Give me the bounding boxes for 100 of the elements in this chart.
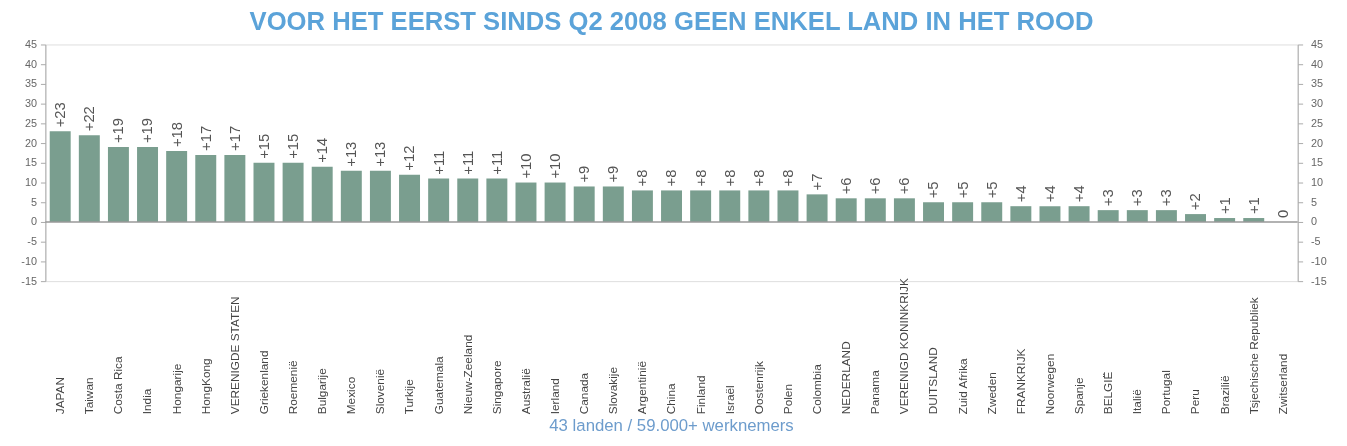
x-tick-label: Polen (780, 383, 795, 415)
x-tick-label: Oostenrijk (751, 360, 766, 415)
bar (369, 170, 391, 222)
data-label: +14 (314, 137, 331, 163)
bar (1126, 210, 1148, 222)
x-tick-label: Mexico (344, 376, 359, 415)
data-label: +3 (1129, 189, 1146, 207)
x-tick-label: Panama (868, 369, 883, 415)
x-tick-label: Australië (518, 367, 533, 415)
bar (107, 147, 129, 222)
x-tick-label: Costa Rica (111, 355, 126, 415)
bar (1039, 206, 1061, 222)
x-tick-label: BELGIË (1101, 371, 1116, 415)
data-label: 0 (1274, 209, 1291, 219)
y2-tick-label: -15 (1311, 274, 1327, 287)
data-label: +15 (255, 133, 272, 159)
x-tick-label: Slovenië (373, 368, 388, 415)
x-tick-label: Colombia (810, 363, 825, 415)
bar (573, 186, 595, 222)
bar (981, 202, 1003, 222)
x-tick-label: Brazilië (1217, 375, 1232, 415)
y2-tick-label: 15 (1311, 156, 1324, 169)
bar (49, 131, 71, 222)
y-tick-label: -15 (21, 274, 37, 287)
data-label: +8 (663, 169, 680, 187)
x-tick-label: Zweden (984, 372, 999, 415)
bar (893, 198, 915, 222)
data-label: +6 (896, 177, 913, 195)
x-tick-label: Argentinië (635, 360, 650, 415)
x-tick-label: Portugal (1159, 370, 1174, 415)
y2-tick-label: 0 (1311, 215, 1318, 228)
y-tick-label: 20 (24, 136, 37, 149)
data-label: +11 (430, 150, 447, 175)
data-label: +5 (925, 181, 942, 199)
x-tick-label: Turkije (402, 378, 417, 415)
y-tick-label: 45 (24, 37, 37, 50)
bar (1097, 210, 1119, 222)
data-label: +9 (605, 165, 622, 183)
data-label: +18 (168, 121, 185, 148)
bar (1068, 206, 1090, 222)
x-tick-label: Hongarije (169, 363, 184, 415)
x-tick-label: Canada (577, 372, 592, 415)
bar (690, 190, 712, 222)
data-label: +22 (81, 106, 98, 132)
data-label: +10 (517, 153, 534, 179)
x-tick-label: Israël (722, 385, 737, 415)
x-tick-label: JAPAN (53, 377, 68, 415)
x-tick-label: Spanje (1072, 377, 1087, 415)
y2-tick-label: 20 (1311, 136, 1324, 149)
bar (399, 174, 421, 222)
bar (748, 190, 770, 222)
x-tick-label: Italië (1130, 388, 1145, 415)
data-label: +8 (692, 169, 709, 187)
y-tick-label: 35 (24, 77, 37, 90)
x-tick-label: China (664, 382, 679, 415)
bar (457, 178, 479, 222)
y2-tick-label: 45 (1311, 37, 1324, 50)
bar (602, 186, 624, 222)
data-label: +11 (488, 150, 505, 175)
x-tick-label: VERENIGD KONINKRIJK (897, 278, 912, 415)
data-label: +17 (226, 125, 243, 151)
data-label: +5 (954, 181, 971, 199)
y2-tick-label: -10 (1311, 254, 1327, 267)
x-tick-label: Noorwegen (1042, 353, 1057, 415)
data-label: +4 (1071, 185, 1088, 203)
x-tick-label: Peru (1188, 389, 1203, 415)
data-label: +3 (1100, 189, 1117, 207)
x-tick-label: Guatemala (431, 355, 446, 415)
text: 43 landen / 59.000+ werknemers (549, 416, 794, 436)
y-tick-label: -5 (27, 235, 37, 248)
data-label: +19 (110, 118, 127, 144)
data-label: +8 (750, 169, 767, 187)
bar (777, 190, 799, 222)
data-label: +8 (634, 169, 651, 187)
bar (311, 166, 333, 222)
bar (806, 194, 828, 222)
bar (923, 202, 944, 222)
bar (864, 198, 886, 222)
x-tick-label: Zwitserland (1275, 353, 1290, 415)
data-label: +3 (1158, 189, 1175, 207)
data-label: +19 (139, 118, 156, 144)
bar (78, 135, 100, 222)
data-label: +6 (838, 177, 855, 195)
y2-tick-label: -5 (1311, 235, 1321, 248)
bar (428, 178, 450, 222)
data-label: +6 (867, 177, 884, 195)
bar (195, 154, 217, 222)
bar (515, 182, 537, 222)
bar (137, 147, 159, 222)
x-tick-label: Singapore (489, 359, 504, 415)
y-tick-label: 10 (24, 175, 37, 188)
data-label: +9 (576, 165, 593, 183)
y-tick-label: 15 (24, 156, 37, 169)
y-tick-label: -10 (21, 254, 37, 267)
x-tick-label: Griekenland (256, 350, 271, 415)
data-label: +12 (401, 145, 418, 171)
x-tick-label: HongKong (198, 358, 213, 415)
data-label: +13 (343, 141, 360, 167)
bar (224, 154, 246, 222)
data-label: +15 (285, 133, 302, 159)
